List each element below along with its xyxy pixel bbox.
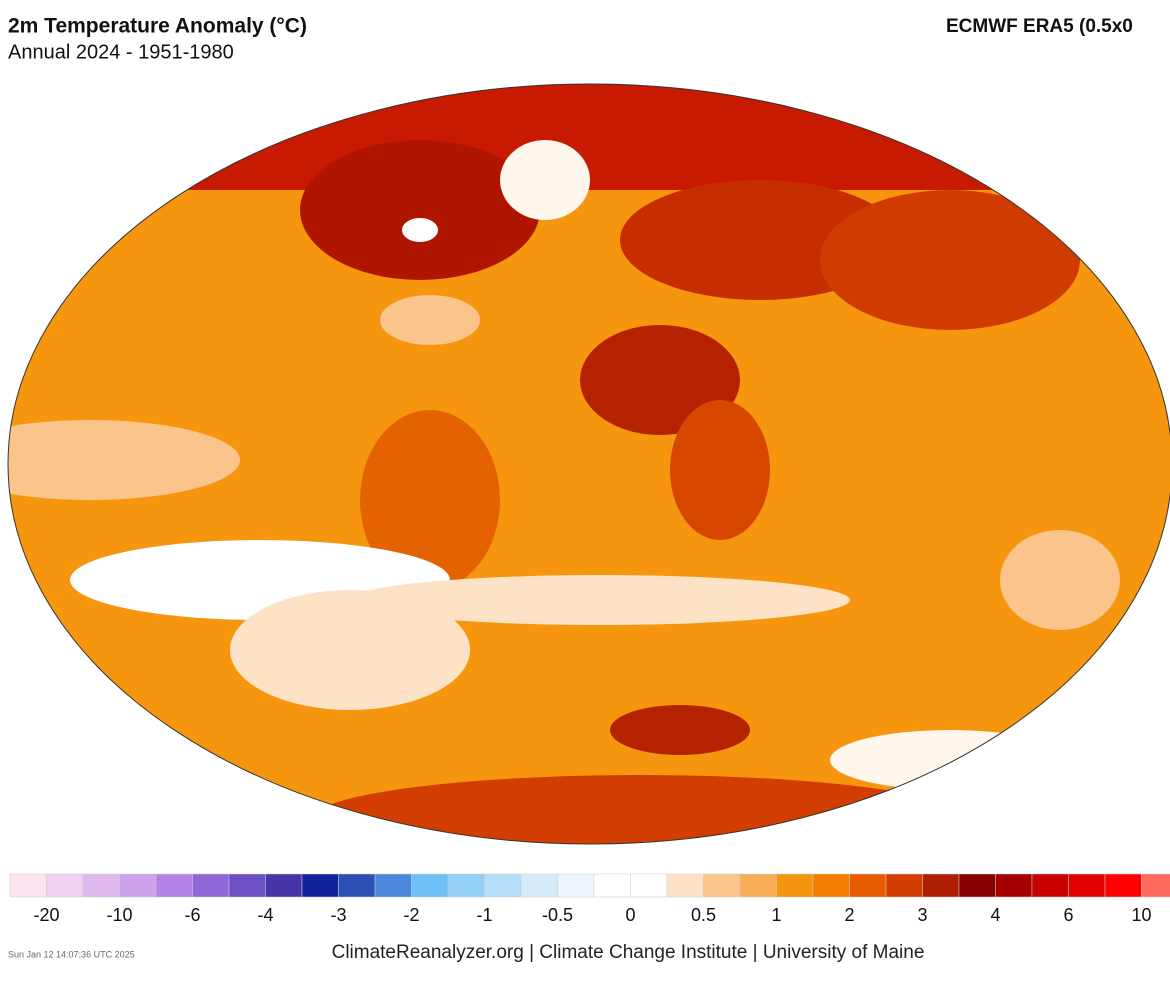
- colorbar-cell: [777, 874, 814, 897]
- colorbar-label: 1: [771, 905, 781, 925]
- colorbar: -20 -10 -6 -4 -3 -2 -1 -0.5 0 0.5 1 2 3 4 6 10: [10, 874, 1170, 925]
- colorbar-cell: [594, 874, 631, 897]
- colorbar-cell: [667, 874, 704, 897]
- colorbar-cell: [740, 874, 777, 897]
- colorbar-cell: [156, 874, 193, 897]
- south-atlantic-mild: [350, 575, 850, 625]
- colorbar-label: 6: [1063, 905, 1073, 925]
- colorbar-label: -2: [403, 905, 419, 925]
- southern-ocean-warm: [610, 705, 750, 755]
- colorbar-label: -6: [184, 905, 200, 925]
- colorbar-label: 0: [625, 905, 635, 925]
- north-atlantic-mild: [380, 295, 480, 345]
- hudson-bay: [402, 218, 438, 242]
- colorbar-cell: [47, 874, 84, 897]
- colorbar-label: -1: [476, 905, 492, 925]
- colorbar-cell: [850, 874, 887, 897]
- colorbar-label: 4: [990, 905, 1000, 925]
- colorbar-cell: [521, 874, 558, 897]
- antarctica-warm: [310, 775, 970, 865]
- timestamp: Sun Jan 12 14:07:36 UTC 2025: [8, 949, 135, 959]
- colorbar-cell: [631, 874, 668, 897]
- asia-warm: [820, 190, 1080, 330]
- colorbar-cell: [193, 874, 230, 897]
- subtitle: Annual 2024 - 1951-1980: [8, 41, 234, 63]
- map: [0, 80, 1170, 865]
- colorbar-cell: [813, 874, 850, 897]
- colorbar-cell: [1032, 874, 1069, 897]
- east-africa: [670, 400, 770, 540]
- colorbar-cell: [1142, 874, 1170, 897]
- colorbar-cell: [1105, 874, 1142, 897]
- colorbar-cell: [448, 874, 485, 897]
- colorbar-cell: [302, 874, 339, 897]
- colorbar-label: -4: [257, 905, 273, 925]
- colorbar-label: -3: [330, 905, 346, 925]
- colorbar-cell: [375, 874, 412, 897]
- colorbar-cell: [266, 874, 303, 897]
- greenland: [500, 140, 590, 220]
- colorbar-cell: [412, 874, 449, 897]
- canada-warm: [300, 140, 540, 280]
- credit: ClimateReanalyzer.org | Climate Change I…: [332, 942, 925, 963]
- colorbar-cell: [996, 874, 1033, 897]
- southern-ocean-neutral: [830, 730, 1070, 790]
- colorbar-cell: [704, 874, 741, 897]
- colorbar-cell: [1069, 874, 1106, 897]
- title: 2m Temperature Anomaly (°C): [8, 15, 307, 38]
- colorbar-label: -10: [106, 905, 132, 925]
- colorbar-cell: [959, 874, 996, 897]
- colorbar-label: -0.5: [542, 905, 573, 925]
- colorbar-label: 10: [1131, 905, 1151, 925]
- colorbar-cell: [10, 874, 47, 897]
- colorbar-cell: [558, 874, 595, 897]
- colorbar-cell: [120, 874, 157, 897]
- colorbar-cell: [485, 874, 522, 897]
- data-source: ECMWF ERA5 (0.5x0: [946, 16, 1133, 37]
- colorbar-cell: [339, 874, 376, 897]
- colorbar-label: 3: [917, 905, 927, 925]
- colorbar-label: 2: [844, 905, 854, 925]
- colorbar-cell: [229, 874, 266, 897]
- colorbar-cell: [886, 874, 923, 897]
- colorbar-cell: [83, 874, 120, 897]
- colorbar-cell: [923, 874, 960, 897]
- colorbar-label: 0.5: [691, 905, 716, 925]
- australia: [1000, 530, 1120, 630]
- colorbar-label: -20: [33, 905, 59, 925]
